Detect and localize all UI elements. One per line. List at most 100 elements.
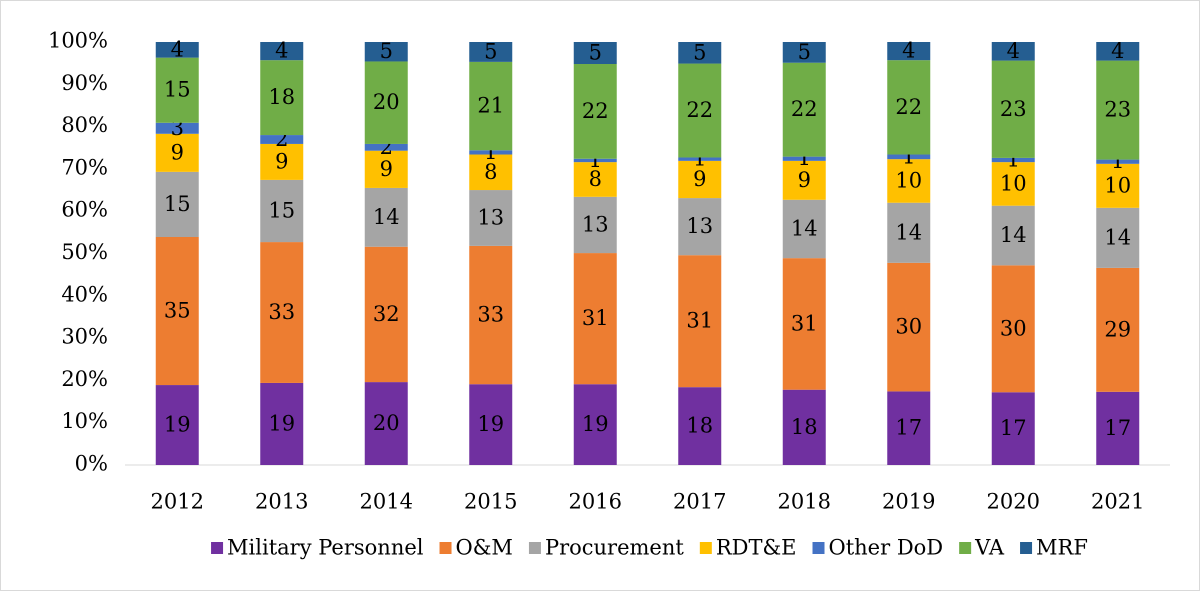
x-tick-label: 2012	[151, 490, 204, 514]
bar-segment	[1096, 60, 1140, 160]
data-label: 31	[686, 309, 713, 333]
y-tick-label: 0%	[75, 452, 108, 476]
y-tick-label: 80%	[61, 113, 108, 137]
y-tick-label: 90%	[61, 71, 108, 95]
bar-segment	[573, 162, 617, 197]
bar-segment	[364, 246, 408, 383]
bar-segment	[678, 255, 722, 388]
legend-label: VA	[974, 536, 1005, 560]
data-label: 15	[164, 192, 191, 216]
bar-segment	[887, 159, 931, 203]
x-tick-label: 2015	[464, 490, 517, 514]
data-label: 15	[164, 78, 191, 102]
data-label: 21	[477, 94, 504, 118]
data-label: 10	[1104, 173, 1131, 197]
data-label: 9	[380, 157, 393, 181]
bar-segment	[991, 162, 1035, 206]
y-tick-label: 20%	[61, 367, 108, 391]
legend-swatch	[528, 542, 541, 554]
data-label: 14	[895, 220, 922, 244]
bar-segment	[469, 150, 513, 155]
data-label: 9	[693, 167, 706, 191]
data-label: 4	[171, 37, 184, 61]
y-tick-label: 10%	[61, 409, 108, 433]
data-label: 9	[275, 149, 288, 173]
bar-segment	[469, 190, 513, 246]
data-label: 4	[275, 39, 288, 63]
bar-segment	[260, 60, 304, 136]
legend-label: O&M	[456, 536, 513, 560]
legend-swatch	[812, 542, 825, 554]
bar-segment	[887, 391, 931, 465]
bar-segment	[887, 202, 931, 263]
legend-label: RDT&E	[716, 536, 797, 560]
data-label: 18	[686, 414, 713, 438]
bar-segment	[1096, 163, 1140, 208]
bar-segment	[364, 42, 408, 62]
bar-segment	[364, 143, 408, 151]
legend-swatch	[699, 542, 712, 554]
bar-segment	[573, 253, 617, 385]
data-label: 8	[484, 160, 497, 184]
bar-segment	[155, 133, 199, 172]
bar-segment	[260, 382, 304, 465]
bar-segment	[155, 42, 199, 58]
data-label: 5	[589, 40, 602, 64]
bar-segment	[678, 387, 722, 465]
x-tick-label: 2019	[882, 490, 935, 514]
bar-segment	[155, 122, 199, 134]
data-label: 17	[1104, 416, 1131, 440]
bar-segment	[991, 60, 1035, 158]
data-label: 31	[791, 311, 818, 335]
bar-segment	[991, 42, 1035, 61]
bar-segment	[364, 187, 408, 247]
data-label: 9	[171, 140, 184, 164]
data-label: 19	[477, 412, 504, 436]
bar-segment	[991, 205, 1035, 266]
bar-segment	[573, 384, 617, 465]
data-label: 8	[589, 167, 602, 191]
data-label: 22	[791, 97, 818, 121]
bar-segment	[155, 237, 199, 386]
bar-segment	[469, 42, 513, 62]
bar-segment	[887, 154, 931, 160]
bar-segment	[364, 150, 408, 188]
x-tick-label: 2018	[778, 490, 831, 514]
data-label: 22	[895, 95, 922, 119]
bar-segment	[1096, 391, 1140, 465]
data-label: 10	[1000, 171, 1027, 195]
bar-segment	[469, 61, 513, 151]
bar-segment	[887, 42, 931, 61]
bar-segment	[1096, 159, 1140, 164]
bar-segment	[991, 265, 1035, 393]
bar-segment	[469, 384, 513, 465]
x-tick-label: 2016	[569, 490, 622, 514]
data-label: 19	[164, 413, 191, 437]
data-label: 31	[582, 306, 609, 330]
bar-segment	[782, 156, 826, 161]
bar-segment	[573, 63, 617, 159]
data-label: 32	[373, 302, 400, 326]
data-label: 4	[1111, 39, 1124, 63]
data-label: 5	[380, 39, 393, 63]
data-label: 13	[582, 212, 609, 236]
x-tick-label: 2017	[673, 490, 726, 514]
legend-swatch	[439, 542, 452, 554]
data-label: 5	[484, 39, 497, 63]
legend-swatch	[1020, 542, 1033, 554]
data-label: 5	[798, 40, 811, 64]
bar-segment	[678, 157, 722, 161]
data-label: 22	[582, 99, 609, 123]
legend-swatch	[211, 542, 224, 554]
data-label: 13	[477, 205, 504, 229]
legend-label: Procurement	[545, 536, 684, 560]
bar-segment	[991, 392, 1035, 465]
data-label: 20	[373, 90, 400, 114]
data-label: 4	[902, 39, 915, 63]
y-tick-label: 70%	[61, 155, 108, 179]
data-label: 13	[686, 214, 713, 238]
legend-label: Other DoD	[829, 536, 944, 560]
x-tick-label: 2013	[255, 490, 308, 514]
data-label: 18	[791, 415, 818, 439]
data-label: 20	[373, 411, 400, 435]
